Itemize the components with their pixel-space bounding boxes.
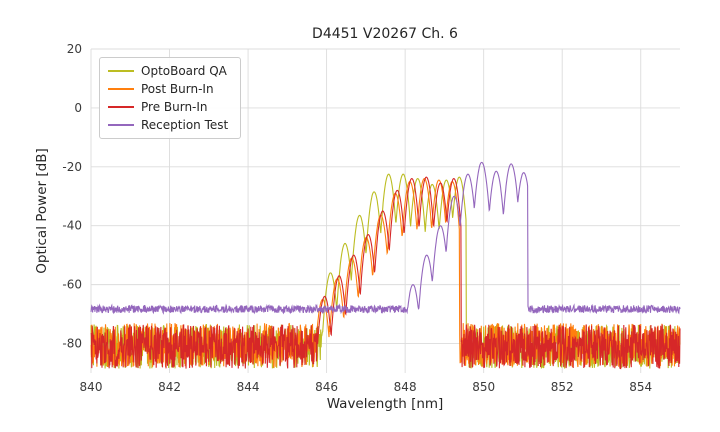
legend: OptoBoard QA Post Burn-In Pre Burn-In Recep… — [99, 57, 242, 139]
legend-label: Pre Burn-In — [141, 100, 208, 114]
y-tick-labels: 20 0 -20 -40 -60 -80 — [62, 42, 82, 351]
legend-line-swatch — [108, 106, 134, 108]
y-tick-label: 20 — [67, 42, 82, 56]
x-axis-label: Wavelength [nm] — [326, 396, 444, 412]
x-tick-label: 854 — [629, 380, 652, 394]
x-tick-labels: 840 842 844 846 848 850 852 854 — [80, 380, 653, 394]
x-tick-label: 844 — [237, 380, 260, 394]
x-tick-label: 840 — [80, 380, 103, 394]
legend-label: Reception Test — [141, 118, 229, 132]
y-tick-label: -40 — [62, 219, 82, 233]
y-axis-label: Optical Power [dB] — [34, 148, 50, 274]
trace-pre-burn-in — [90, 176, 681, 370]
legend-line-swatch — [108, 88, 134, 90]
x-tick-label: 848 — [394, 380, 417, 394]
legend-item-reception-test: Reception Test — [108, 118, 228, 132]
x-tick-label: 846 — [315, 380, 338, 394]
y-tick-label: -60 — [62, 278, 82, 292]
x-tick-label: 842 — [158, 380, 181, 394]
y-tick-label: -80 — [62, 337, 82, 351]
trace-reception-test — [90, 161, 681, 315]
legend-item-pre-burn-in: Pre Burn-In — [108, 100, 228, 114]
y-tick-label: -20 — [62, 160, 82, 174]
legend-item-optoboard-qa: OptoBoard QA — [108, 64, 228, 78]
y-tick-label: 0 — [74, 101, 82, 115]
legend-line-swatch — [108, 70, 134, 72]
x-tick-label: 852 — [551, 380, 574, 394]
x-tick-label: 850 — [472, 380, 495, 394]
legend-line-swatch — [108, 124, 134, 126]
legend-item-post-burn-in: Post Burn-In — [108, 82, 228, 96]
legend-label: OptoBoard QA — [141, 64, 227, 78]
legend-label: Post Burn-In — [141, 82, 214, 96]
chart-title: D4451 V20267 Ch. 6 — [312, 26, 458, 42]
